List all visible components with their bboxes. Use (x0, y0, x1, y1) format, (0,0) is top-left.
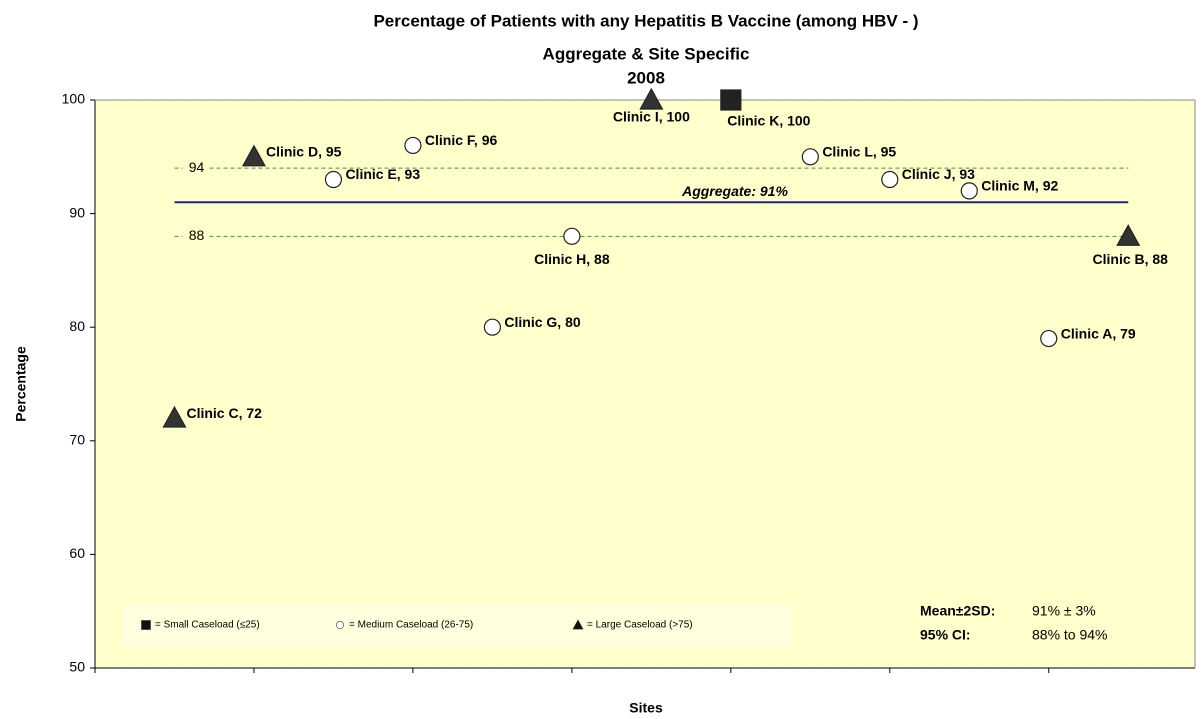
marker-triangle (1116, 224, 1141, 246)
stat-value: 88% to 94% (1032, 627, 1108, 643)
point-label: Clinic J, 93 (902, 166, 975, 182)
y-tick-label: 70 (69, 432, 85, 448)
marker-square (720, 89, 742, 111)
point-label: Clinic K, 100 (727, 113, 810, 129)
marker-triangle (639, 87, 664, 110)
y-axis-label: Percentage (13, 346, 29, 422)
y-tick-label: 100 (62, 91, 86, 107)
legend-box (122, 604, 792, 646)
y-tick-label: 50 (69, 659, 85, 675)
chart-subtitle: Aggregate & Site Specific (543, 44, 750, 63)
stat-label: 95% CI: (920, 627, 971, 643)
marker-triangle (162, 405, 187, 428)
marker-circle (324, 170, 343, 189)
legend-marker (572, 619, 584, 630)
marker-circle (881, 170, 899, 189)
aggregate-label: Aggregate: 91% (681, 183, 788, 199)
stat-label: Mean±2SD: (920, 603, 995, 619)
legend-marker (336, 621, 344, 629)
y-tick-label: 80 (69, 318, 85, 334)
plot-area (95, 100, 1195, 668)
reference-label: 88 (189, 227, 205, 243)
marker-circle (404, 136, 422, 155)
point-label: Clinic G, 80 (504, 314, 580, 330)
y-tick-label: 90 (69, 204, 85, 220)
stat-value: 91% ± 3% (1032, 603, 1096, 619)
legend-label: = Large Caseload (>75) (587, 620, 693, 631)
point-label: Clinic A, 79 (1061, 325, 1136, 341)
marker-triangle (241, 144, 266, 167)
reference-label-bg (182, 160, 209, 177)
reference-label-bg (182, 228, 209, 245)
point-label: Clinic I, 100 (613, 109, 690, 125)
point-label: Clinic H, 88 (534, 251, 610, 267)
legend-label: = Small Caseload (≤25) (155, 620, 260, 631)
point-label: Clinic D, 95 (266, 144, 342, 160)
chart-year: 2008 (627, 68, 665, 87)
point-label: Clinic F, 96 (425, 132, 498, 148)
point-label: Clinic L, 95 (822, 144, 896, 160)
marker-circle (801, 148, 819, 166)
marker-circle (483, 318, 501, 336)
reference-label: 94 (189, 159, 205, 175)
point-label: Clinic B, 88 (1093, 251, 1169, 267)
point-label: Clinic M, 92 (981, 178, 1058, 194)
y-tick-label: 60 (69, 545, 85, 561)
marker-circle (960, 182, 978, 200)
x-axis-label: Sites (629, 700, 663, 716)
point-label: Clinic C, 72 (186, 405, 262, 421)
legend-label: = Medium Caseload (26-75) (349, 620, 473, 631)
chart-title: Percentage of Patients with any Hepatiti… (373, 11, 918, 30)
legend-marker (141, 620, 151, 630)
marker-circle (563, 227, 581, 245)
point-label: Clinic E, 93 (345, 166, 420, 182)
marker-circle (1040, 329, 1058, 348)
